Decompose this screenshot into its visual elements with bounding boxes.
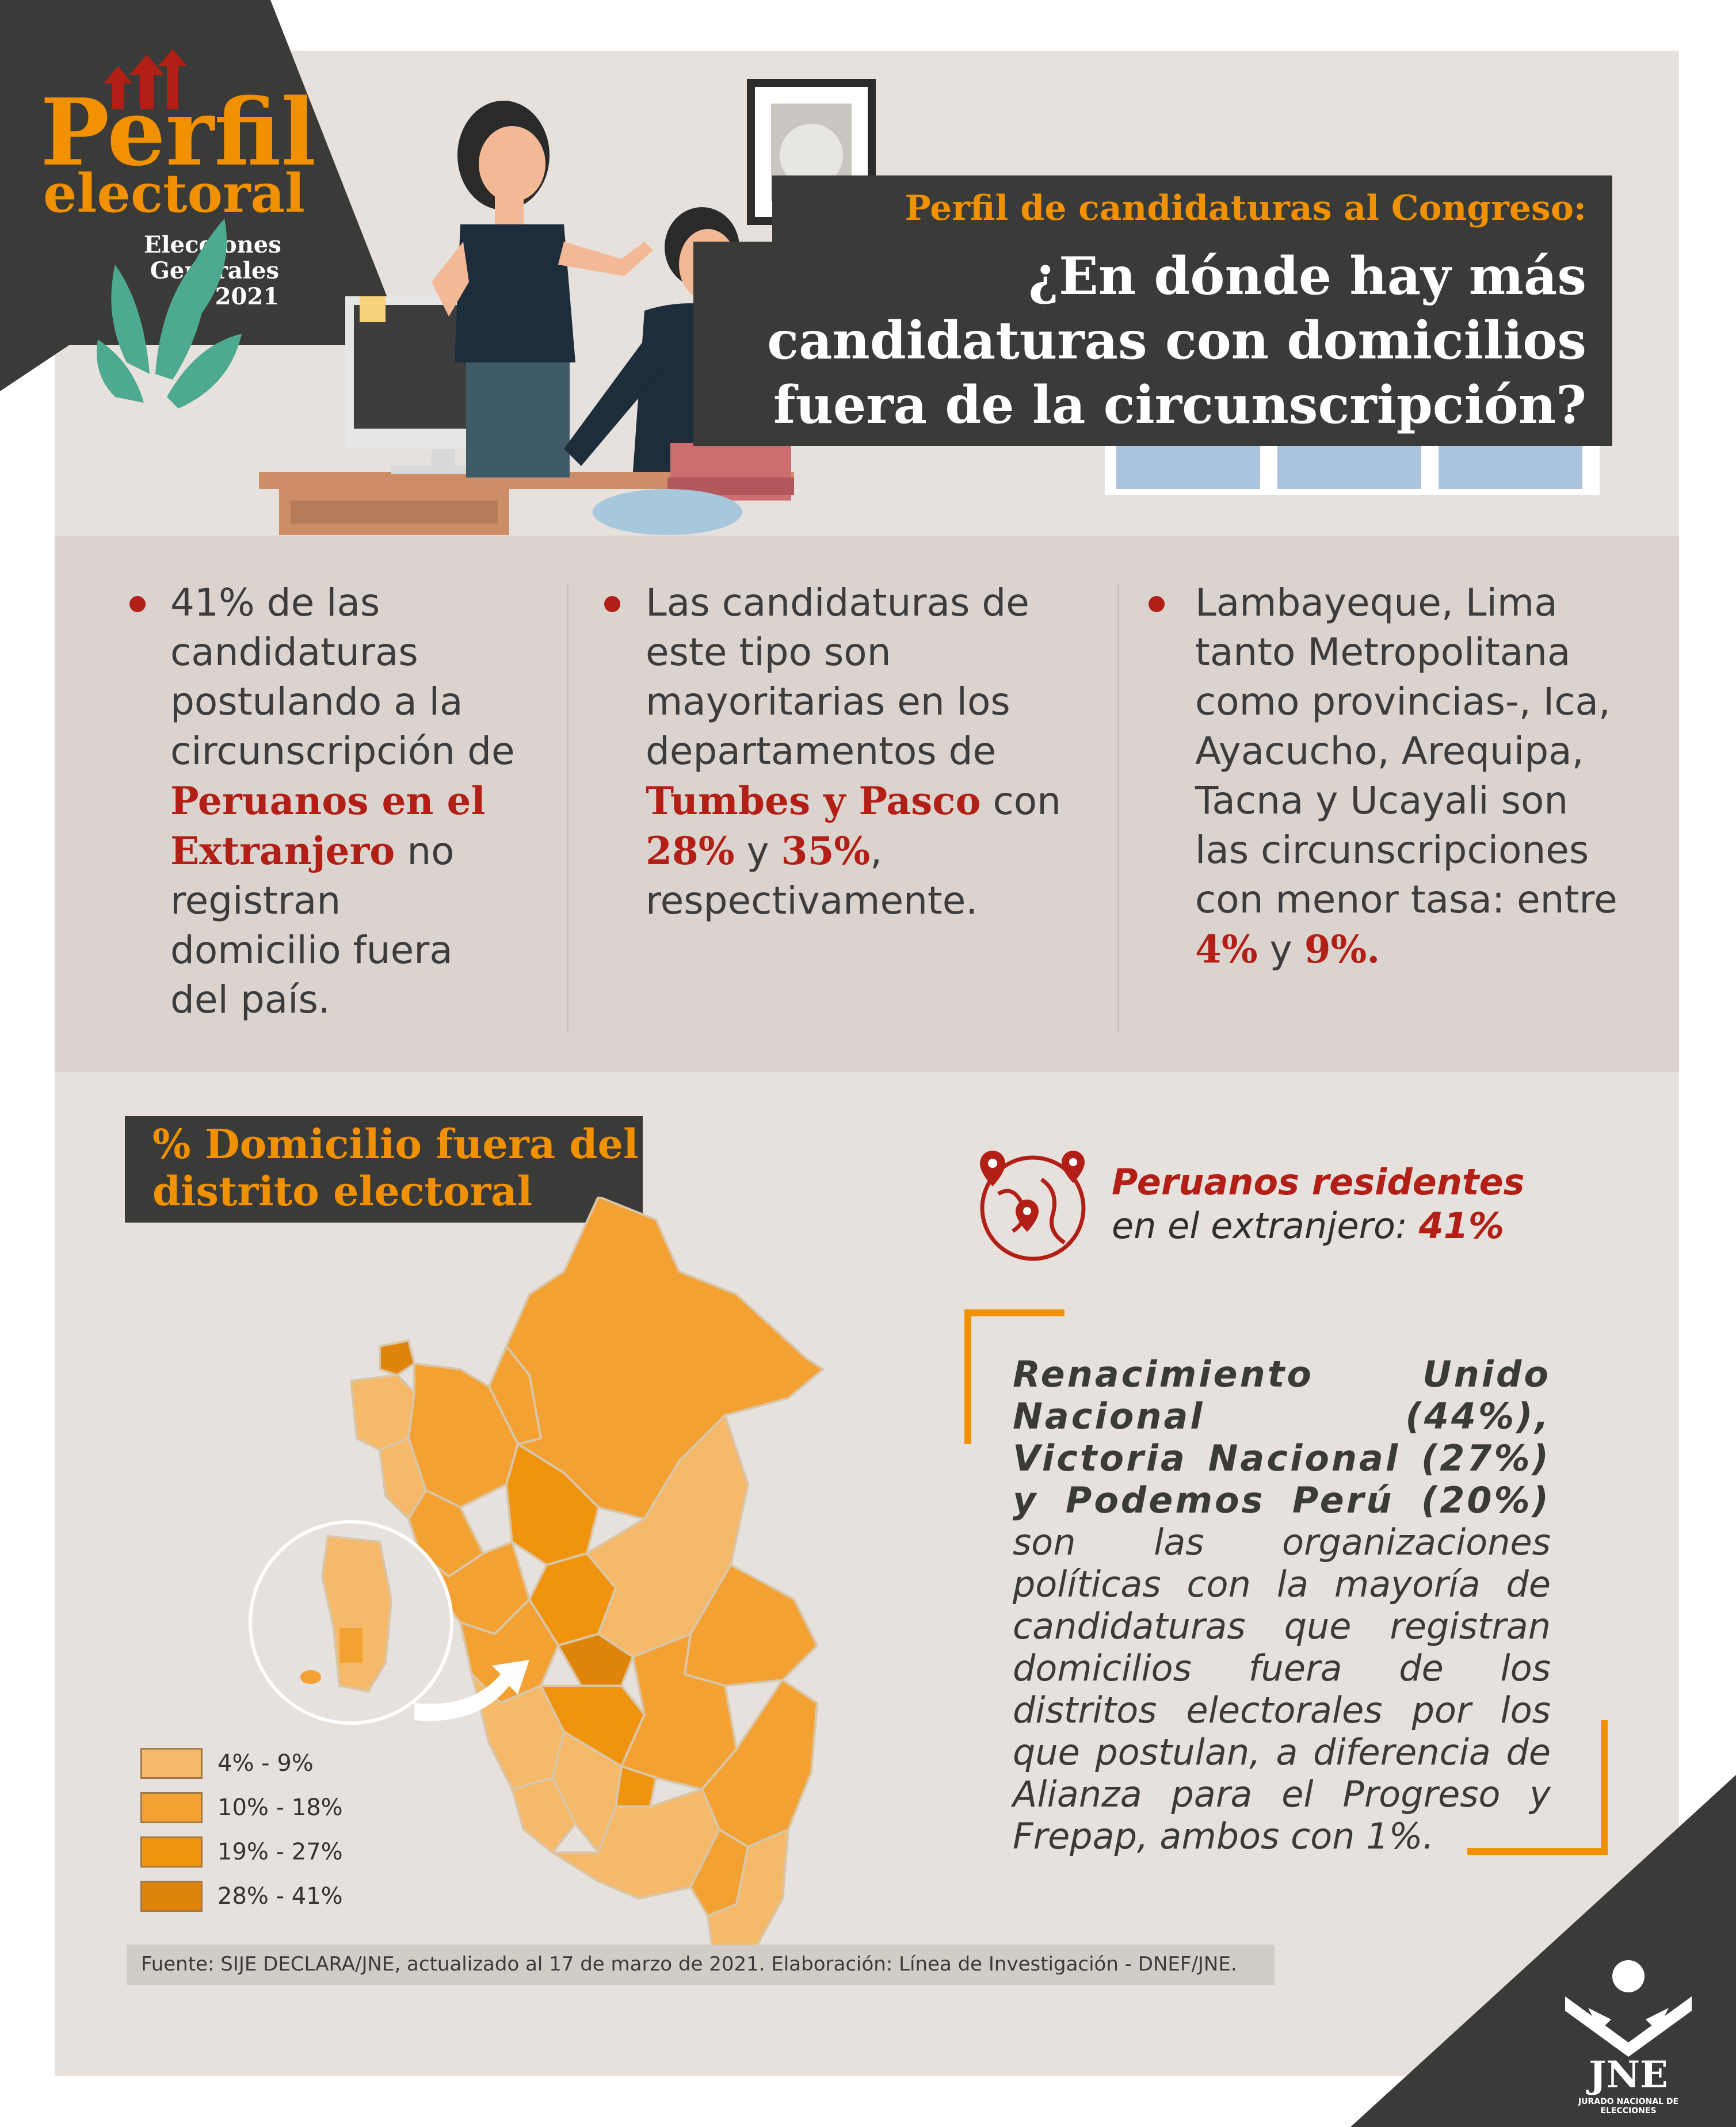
bullet-3-value-2: 9%. (1304, 927, 1380, 972)
map-region-arequipa (548, 1788, 721, 1900)
header-question: ¿En dónde hay más candidaturas con domic… (693, 242, 1612, 446)
header-kicker: Perfil de candidaturas al Congreso: (772, 175, 1612, 245)
legend-label-3: 19% - 27% (218, 1839, 343, 1865)
quote-rest: son las organizaciones políticas con la … (1013, 1521, 1551, 1857)
legend-label-2: 10% - 18% (218, 1794, 343, 1821)
bullet-dot-3 (1149, 596, 1165, 612)
legend-swatch-3 (140, 1836, 203, 1868)
source-note: Fuente: SIJE DECLARA/JNE, actualizado al… (127, 1945, 1275, 1985)
abroad-label-2: en el extranjero: 41% (1112, 1205, 1504, 1247)
zoom-inset (249, 1520, 529, 1725)
brand-tab (0, 0, 398, 391)
jne-logo-initials: JNE (1589, 2053, 1668, 2097)
bullet-3-value-1: 4% (1195, 927, 1258, 972)
separator-1 (567, 584, 569, 1033)
brand-title: Perfil (40, 78, 316, 186)
bullet-dot-2 (604, 596, 620, 612)
map-title: % Domicilio fuera del distrito electoral (125, 1116, 643, 1223)
legend-swatch-2 (140, 1792, 203, 1823)
bullet-1-text: 41% de las candidaturas postulando a la … (170, 581, 515, 773)
map-title-line1: % Domicilio fuera del (152, 1120, 639, 1168)
bullet-1: 41% de las candidaturas postulando a la … (170, 578, 521, 1025)
bullet-2-text: Las candidaturas de este tipo son mayori… (646, 581, 1029, 773)
legend-swatch-4 (140, 1881, 203, 1912)
jne-logo-name: JURADO NACIONAL DE ELECCIONES (1578, 2097, 1679, 2115)
brand-edition-year: 2021 (215, 283, 279, 310)
quote-bold: Renacimiento Unido Nacional (44%), Victo… (1013, 1353, 1551, 1521)
bullet-1-highlight: Peruanos en el Extranjero (170, 778, 486, 873)
abroad-label-2-text: en el extranjero: (1112, 1205, 1407, 1247)
legend-label-4: 28% - 41% (218, 1883, 343, 1910)
bullets-panel (55, 536, 1679, 1072)
rising-arrows-icon (104, 49, 187, 109)
map-region-amazonas (487, 1344, 543, 1446)
globe-pins-icon (980, 1151, 1086, 1261)
bullet-2-highlight: Tumbes y Pasco (646, 778, 981, 823)
quote-brackets (964, 1309, 1608, 1855)
quote-text: Renacimiento Unido Nacional (44%), Victo… (1013, 1353, 1551, 1857)
map-region-ica (510, 1776, 577, 1854)
bullet-2: Las candidaturas de este tipo son mayori… (646, 578, 1094, 926)
separator-2 (1117, 584, 1119, 1033)
map-title-line2: distrito electoral (152, 1167, 533, 1215)
brand-subtitle: electoral (43, 162, 305, 224)
header-question-line1: ¿En dónde hay más (1028, 246, 1586, 307)
bullet-2-and: y (746, 829, 769, 873)
bullet-3-text: Lambayeque, Lima tanto Metropolitana com… (1195, 581, 1617, 922)
bullet-dot-1 (129, 596, 146, 612)
bullet-2-mid: con (993, 779, 1061, 823)
header-question-line2: candidaturas con domicilios (767, 310, 1586, 371)
bullet-3: Lambayeque, Lima tanto Metropolitana com… (1195, 578, 1632, 975)
bullet-1-text-end: no registran domicilio fuera del país. (170, 829, 455, 1022)
header-question-line3: fuera de la circunscripción? (773, 375, 1586, 436)
bullet-2-text-end: , respectivamente. (646, 829, 978, 923)
jne-emblem-icon (1565, 1960, 1692, 2057)
peru-map (349, 1197, 825, 1964)
legend-swatch-1 (140, 1748, 203, 1779)
map-region-tumbes (379, 1339, 416, 1377)
source-text: Fuente: SIJE DECLARA/JNE, actualizado al… (141, 1953, 1237, 1976)
map-region-pasco (556, 1632, 635, 1687)
bullet-2-value-2: 35% (781, 828, 871, 873)
legend-label-1: 4% - 9% (218, 1750, 314, 1777)
bullet-2-value-1: 28% (646, 828, 735, 873)
bullet-3-and: y (1269, 927, 1292, 972)
header-kicker-text: Perfil de candidaturas al Congreso: (905, 188, 1586, 228)
map-region-north-highlands (407, 1362, 520, 1509)
abroad-label-1: Peruanos residentes (1112, 1161, 1525, 1203)
abroad-value: 41% (1418, 1205, 1504, 1247)
